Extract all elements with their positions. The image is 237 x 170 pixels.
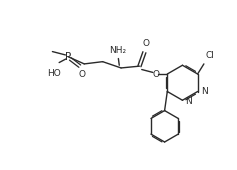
Text: Cl: Cl — [205, 51, 214, 60]
Text: O: O — [152, 70, 159, 79]
Text: N: N — [201, 87, 208, 96]
Text: P: P — [65, 52, 71, 62]
Text: O: O — [78, 70, 85, 79]
Text: NH₂: NH₂ — [109, 46, 126, 55]
Text: N: N — [185, 97, 192, 106]
Text: HO: HO — [47, 69, 61, 78]
Text: O: O — [142, 39, 149, 48]
